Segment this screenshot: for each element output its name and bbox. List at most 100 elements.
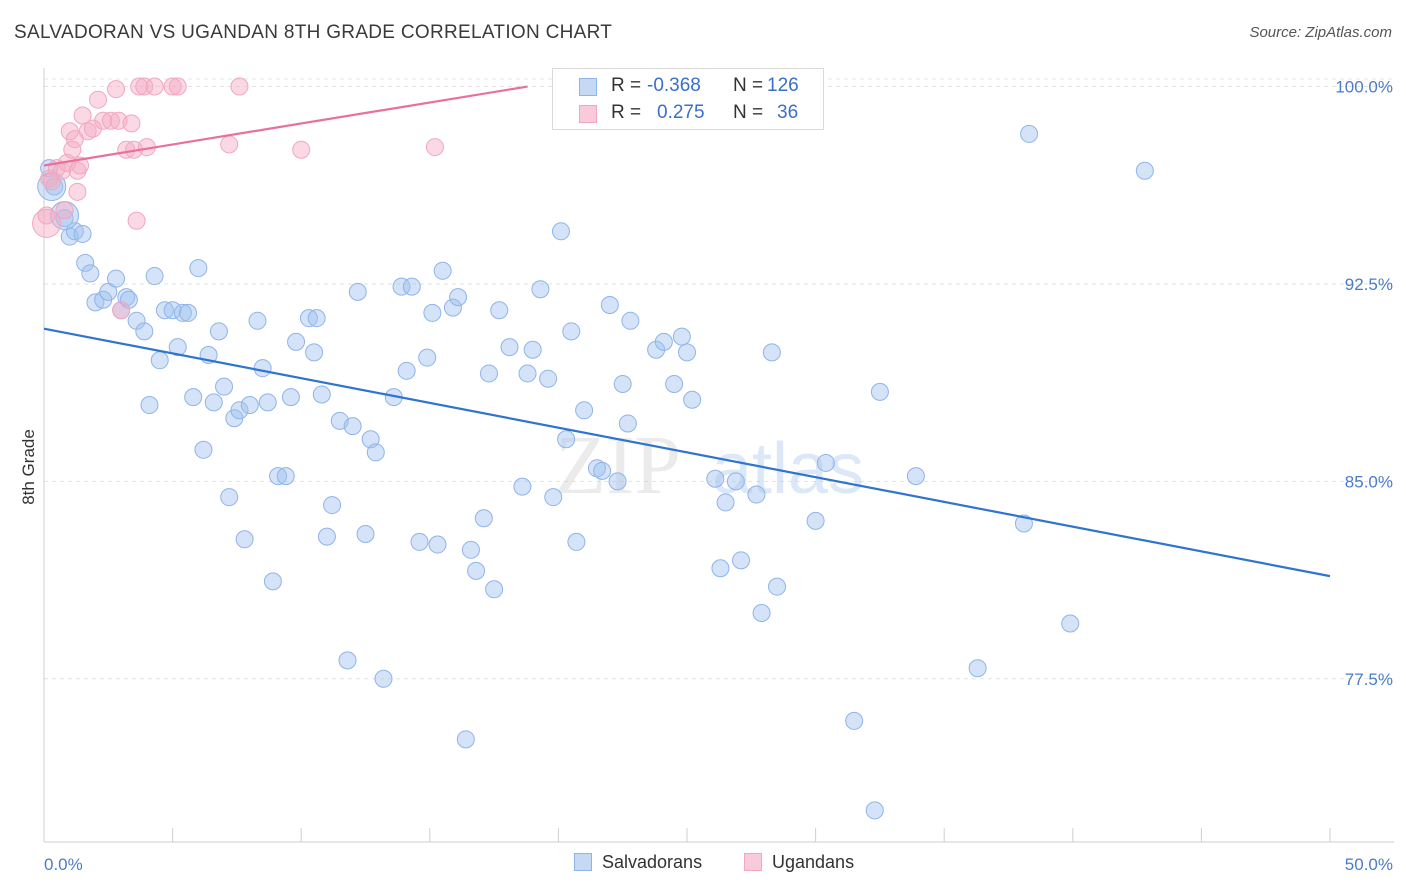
- salvadoran-point: [374, 669, 393, 688]
- salvadoran-point: [179, 303, 198, 322]
- ugandan-point: [42, 172, 61, 191]
- salvadoran-point: [230, 401, 249, 420]
- legend-item-ugandans[interactable]: Ugandans: [744, 852, 854, 873]
- legend-item-salvadorans[interactable]: Salvadorans: [574, 852, 702, 873]
- salvadoran-point: [575, 401, 594, 420]
- salvadoran-point: [647, 340, 666, 359]
- salvadoran-point: [248, 311, 267, 330]
- salvadoran-point: [307, 309, 326, 328]
- n-label: N =: [733, 75, 764, 96]
- ugandan-point: [37, 206, 56, 225]
- legend-label: Salvadorans: [602, 852, 703, 872]
- ugandan-point: [135, 77, 154, 96]
- salvadoran-point: [317, 527, 336, 546]
- salvadoran-point: [539, 369, 558, 388]
- salvadoran-point: [523, 340, 542, 359]
- series-legend: Salvadorans Ugandans: [0, 852, 1406, 876]
- salvadoran-point: [155, 301, 174, 320]
- salvadorans-trend-line: [43, 327, 1331, 578]
- ugandan-point: [55, 201, 74, 220]
- salvadoran-point: [467, 561, 486, 580]
- axes: [43, 68, 1394, 843]
- ugandan-point: [40, 169, 59, 188]
- salvadoran-point: [906, 467, 925, 486]
- chart-title: SALVADORAN VS UGANDAN 8TH GRADE CORRELAT…: [14, 22, 613, 43]
- salvadoran-point: [490, 301, 509, 320]
- salvadoran-point: [269, 467, 288, 486]
- salvadoran-point: [678, 343, 696, 362]
- salvadoran-point: [127, 311, 146, 330]
- salvadoran-point: [194, 440, 213, 459]
- salvadoran-point: [500, 338, 519, 357]
- salvadoran-point: [356, 525, 375, 544]
- salvadoran-point: [1061, 614, 1080, 633]
- x-tick-label-max: 50.0%: [1345, 855, 1393, 874]
- salvadoran-point: [189, 259, 208, 278]
- salvadoran-point: [747, 485, 766, 504]
- trend-lines: [43, 85, 1331, 578]
- salvadoran-point: [305, 343, 324, 362]
- ugandan-point: [168, 77, 187, 96]
- salvadoran-point: [479, 364, 498, 383]
- stats-legend: R = -0.368 N = 126 R = 0.275 N = 36: [552, 68, 824, 130]
- ugandan-point: [65, 130, 84, 149]
- r-value: 0.275: [657, 102, 705, 123]
- salvadoran-point: [135, 322, 154, 341]
- salvadoran-point: [287, 332, 306, 351]
- salvadoran-point: [551, 222, 570, 241]
- salvadoran-point: [281, 388, 300, 407]
- salvadoran-point: [76, 253, 95, 272]
- ugandan-point: [107, 80, 126, 99]
- ugandan-point: [130, 77, 149, 96]
- ugandan-point: [122, 114, 141, 133]
- salvadoran-point: [348, 282, 367, 301]
- ugandan-point: [78, 122, 97, 141]
- salvadoran-point: [323, 496, 342, 515]
- salvadoran-point: [73, 224, 92, 243]
- ugandan-point: [127, 211, 146, 230]
- salvadoran-point: [299, 309, 318, 328]
- salvadoran-point: [672, 327, 691, 346]
- salvadoran-point: [711, 559, 730, 578]
- source-label: Source: ZipAtlas.com: [1249, 24, 1392, 41]
- salvadoran-point: [449, 288, 468, 307]
- salvadoran-point: [443, 298, 462, 317]
- salvadoran-point: [461, 540, 480, 559]
- salvadoran-point: [343, 417, 362, 436]
- salvadoran-point: [99, 282, 118, 301]
- salvadoran-point: [968, 659, 987, 678]
- r-value: -0.368: [647, 75, 701, 96]
- salvadoran-point: [816, 453, 835, 472]
- ugandan-point: [101, 111, 120, 130]
- salvadoran-point: [215, 377, 234, 396]
- n-value: 36: [777, 102, 799, 123]
- salvadoran-point: [276, 467, 295, 486]
- watermark-atlas: atlas: [712, 429, 864, 509]
- r-label: R =: [611, 102, 642, 123]
- salvadoran-point: [621, 311, 640, 330]
- salvadoran-point: [209, 322, 228, 341]
- ugandan-point-large: [32, 208, 62, 238]
- n-value: 126: [767, 75, 799, 96]
- salvadoran-point: [618, 414, 637, 433]
- salvadoran-point: [762, 343, 781, 362]
- salvadoran-point: [428, 535, 447, 554]
- ugandan-point: [68, 161, 87, 180]
- ugandan-point: [112, 301, 131, 320]
- salvadoran-point: [81, 264, 100, 283]
- grid-lines: [44, 78, 1394, 680]
- y-tick-label: 100.0%: [1335, 78, 1393, 97]
- salvadoran-point: [806, 511, 825, 530]
- salvadoran-point: [513, 477, 532, 496]
- ugandan-point: [89, 90, 108, 109]
- salvadoran-point: [557, 430, 576, 449]
- salvadoran-point: [567, 532, 586, 551]
- salvadoran-point: [366, 443, 385, 462]
- salvadoran-point: [474, 509, 493, 528]
- r-label: R =: [611, 75, 642, 96]
- ugandan-point: [230, 77, 249, 96]
- watermark: ZIP atlas: [555, 419, 864, 512]
- salvadoran-point: [665, 374, 684, 393]
- salvadoran-point: [145, 267, 164, 286]
